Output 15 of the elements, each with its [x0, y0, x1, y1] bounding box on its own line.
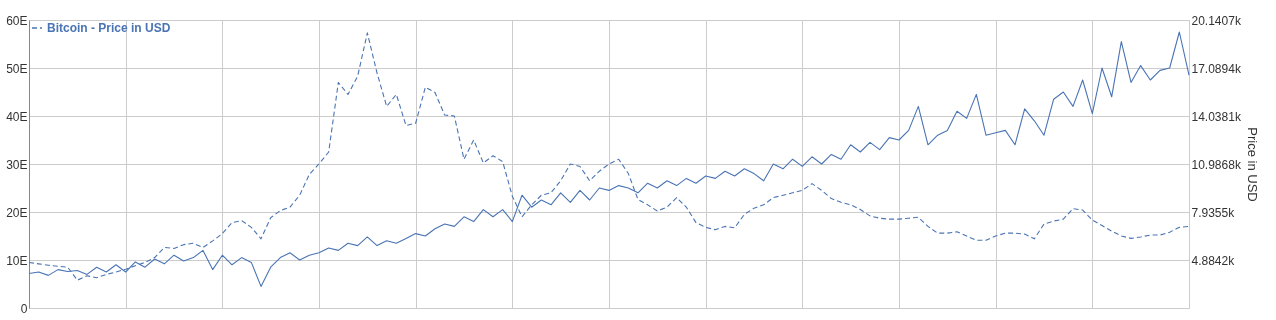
y2-tick-label: 10.9868k: [1191, 157, 1242, 172]
y-tick-label: 40E: [6, 109, 28, 124]
y-tick-label: 60E: [6, 13, 28, 28]
y-tick-label: 50E: [6, 61, 28, 76]
y-tick-label: 20E: [6, 205, 28, 220]
y2-tick-label: 20.1407k: [1191, 13, 1242, 28]
y-tick-label: 30E: [6, 157, 28, 172]
legend-label: Bitcoin - Price in USD: [47, 21, 171, 35]
y2-tick-label: 17.0894k: [1191, 61, 1242, 76]
y2-tick-label: 7.9355k: [1191, 205, 1236, 220]
y-tick-label: 10E: [6, 253, 28, 268]
y2-tick-label: 14.0381k: [1191, 109, 1242, 124]
y2-tick-label: 4.8842k: [1191, 253, 1236, 268]
y2-axis-title: Price in USD: [1244, 127, 1260, 202]
y-tick-label: 0: [20, 301, 28, 316]
